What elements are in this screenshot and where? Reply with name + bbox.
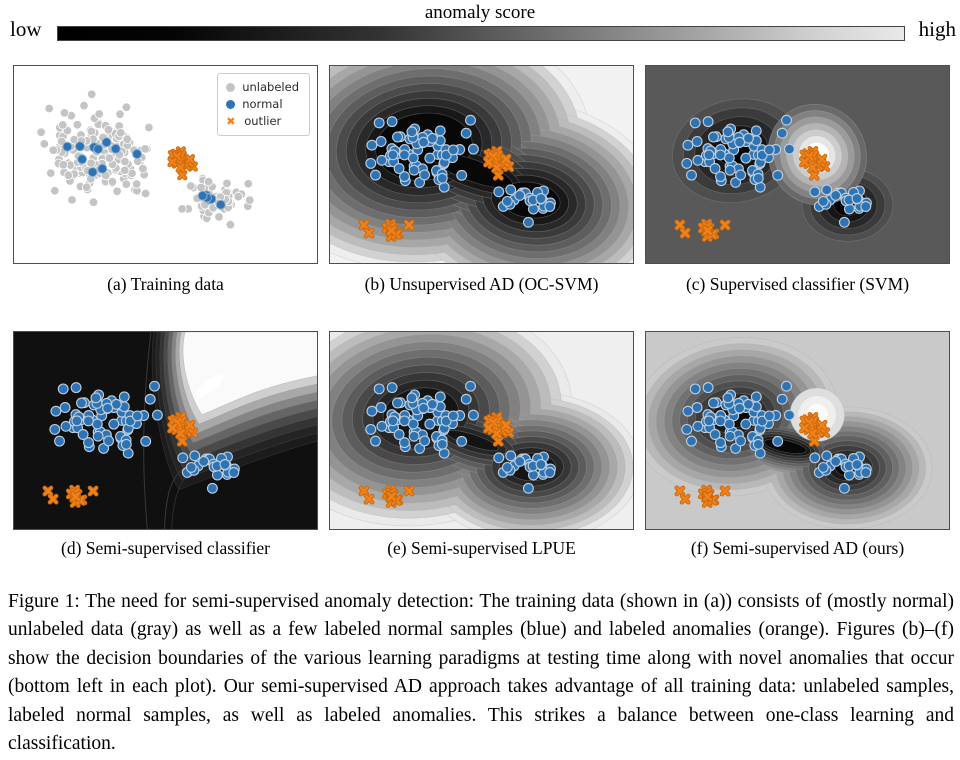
- colorbar-high-label: high: [918, 17, 956, 41]
- legend-label: normal: [242, 97, 283, 111]
- legend-box: unlabeled normal ✖ outlier: [217, 73, 310, 136]
- panel-f-semisupervised-ad: [645, 331, 950, 530]
- legend-item-outlier: ✖ outlier: [226, 113, 299, 130]
- panel-f-contour-plot: [646, 332, 949, 529]
- figure-caption: Figure 1: The need for semi-supervised a…: [8, 591, 954, 755]
- subcaption-e: (e) Semi-supervised LPUE: [387, 538, 576, 558]
- subcaption-b: (b) Unsupervised AD (OC-SVM): [364, 274, 599, 294]
- colorbar-title: anomaly score: [424, 2, 536, 23]
- panel-c-svm: [645, 65, 950, 264]
- normal-marker-icon: [226, 100, 236, 109]
- subcaption-c: (c) Supervised classifier (SVM): [685, 274, 910, 294]
- panel-b-contour-plot: [330, 66, 633, 263]
- panel-d-contour-plot: [14, 332, 317, 529]
- colorbar-gradient: [57, 26, 905, 41]
- legend-label: outlier: [244, 114, 282, 128]
- colorbar-low-label: low: [10, 17, 42, 41]
- panel-a-training-data: unlabeled normal ✖ outlier: [13, 65, 318, 264]
- subcaption-f: (f) Semi-supervised AD (ours): [690, 538, 905, 558]
- panel-e-lpue: [329, 331, 634, 530]
- panel-e-contour-plot: [330, 332, 633, 529]
- subcaption-a: (a) Training data: [107, 274, 224, 294]
- unlabeled-marker-icon: [226, 83, 236, 92]
- panel-b-ocsvm: [329, 65, 634, 264]
- panel-d-semisupervised-classifier: [13, 331, 318, 530]
- legend-item-unlabeled: unlabeled: [226, 79, 299, 96]
- outlier-marker-icon: ✖: [226, 115, 236, 128]
- legend-item-normal: normal: [226, 96, 299, 113]
- panel-c-contour-plot: [646, 66, 949, 263]
- legend-label: unlabeled: [242, 80, 299, 94]
- subcaption-d: (d) Semi-supervised classifier: [61, 538, 270, 558]
